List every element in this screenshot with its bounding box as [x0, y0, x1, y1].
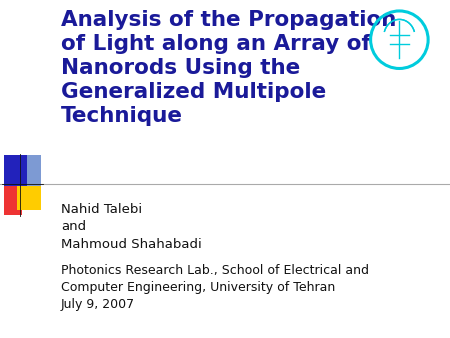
Text: Photonics Research Lab., School of Electrical and
Computer Engineering, Universi: Photonics Research Lab., School of Elect…: [61, 264, 369, 311]
Text: Analysis of the Propagation
of Light along an Array of
Nanorods Using the
Genera: Analysis of the Propagation of Light alo…: [61, 10, 396, 126]
Bar: [4, 155, 27, 186]
Bar: [4, 186, 22, 215]
Bar: [17, 155, 40, 186]
Bar: [17, 186, 40, 210]
Text: Nahid Talebi
and
Mahmoud Shahabadi: Nahid Talebi and Mahmoud Shahabadi: [61, 203, 202, 251]
